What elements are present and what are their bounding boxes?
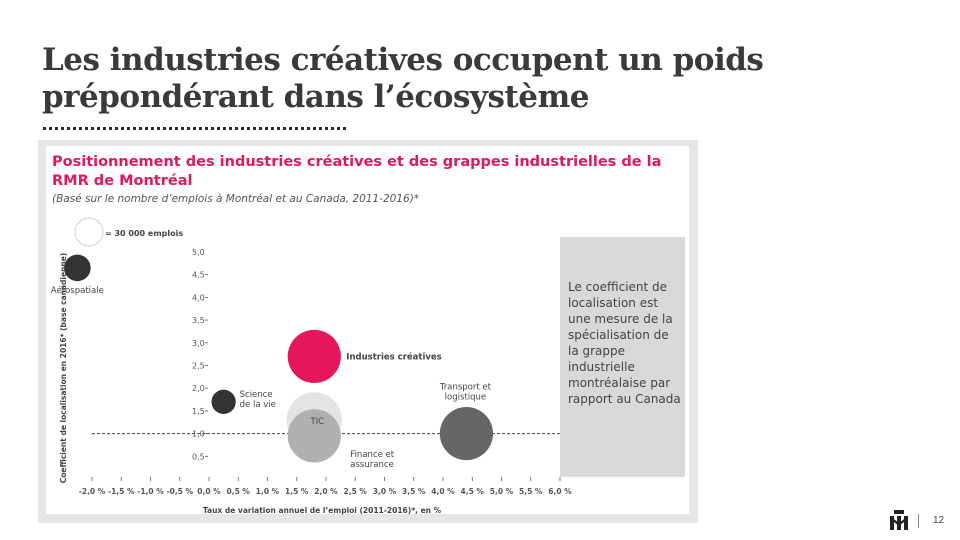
chart-title: Positionnement des industries créatives … — [52, 154, 662, 189]
y-tick-label: 0,5 — [192, 452, 205, 461]
slide-title: Les industries créatives occupent un poi… — [42, 42, 764, 115]
bubble-label: Aérospatiale — [51, 285, 104, 296]
y-tick-label: 1,0 — [192, 430, 205, 439]
y-tick-label: 3,0 — [192, 339, 205, 348]
bubble-point — [287, 329, 341, 384]
x-tick-label: -2,0 % — [79, 487, 106, 496]
title-underline — [43, 127, 346, 130]
y-tick-label: 4,0 — [192, 293, 205, 302]
y-tick-label: 2,5 — [192, 362, 205, 371]
bubble-point — [64, 254, 91, 282]
bubble-point — [287, 409, 341, 463]
bubble-label: TIC — [309, 417, 324, 427]
brand-logo-icon — [890, 510, 908, 530]
x-tick-label: 6,0 % — [548, 487, 572, 496]
bubble-label: Transport et logistique — [439, 383, 492, 403]
y-tick-label: 4,5 — [192, 271, 205, 280]
x-tick-label: 2,5 % — [344, 487, 368, 496]
x-tick-label: 5,5 % — [519, 487, 543, 496]
x-tick-label: 4,0 % — [431, 487, 455, 496]
y-tick-label: 2,0 — [192, 384, 205, 393]
y-tick-label: 3,5 — [192, 316, 205, 325]
bubble-label: Industries créatives — [346, 351, 441, 362]
x-tick-label: 1,0 % — [256, 487, 280, 496]
side-note-text: Le coefficient de localisation est une m… — [568, 280, 681, 406]
side-note-box — [560, 237, 685, 477]
logo-separator — [918, 514, 919, 528]
x-tick-label: 5,0 % — [490, 487, 514, 496]
bubble-label: Science de la vie — [240, 390, 276, 410]
x-tick-label: -1,5 % — [108, 487, 135, 496]
page-number: 12 — [933, 515, 945, 526]
x-tick-label: 4,5 % — [461, 487, 485, 496]
bubble-point — [439, 407, 493, 461]
y-axis-label: Coefficient de localisation en 2016* (ba… — [59, 253, 68, 484]
size-legend-circle — [74, 217, 104, 247]
x-tick-label: 2,0 % — [314, 487, 338, 496]
x-axis-label: Taux de variation annuel de l’emploi (20… — [203, 506, 442, 515]
x-tick-label: -1,0 % — [137, 487, 164, 496]
y-tick-label: 5,0 — [192, 248, 205, 257]
y-tick-label: 1,5 — [192, 407, 205, 416]
size-legend-label: = 30 000 emplois — [105, 229, 183, 238]
x-tick-label: 3,5 % — [402, 487, 426, 496]
x-tick-label: 1,5 % — [285, 487, 309, 496]
chart-subtitle: (Basé sur le nombre d’emplois à Montréal… — [52, 193, 420, 205]
x-tick-label: 0,0 % — [197, 487, 221, 496]
bubble-point — [211, 389, 236, 414]
x-tick-label: -0,5 % — [166, 487, 193, 496]
x-tick-label: 0,5 % — [227, 487, 251, 496]
x-tick-label: 3,0 % — [373, 487, 397, 496]
bubble-label: Finance et assurance — [350, 450, 394, 470]
